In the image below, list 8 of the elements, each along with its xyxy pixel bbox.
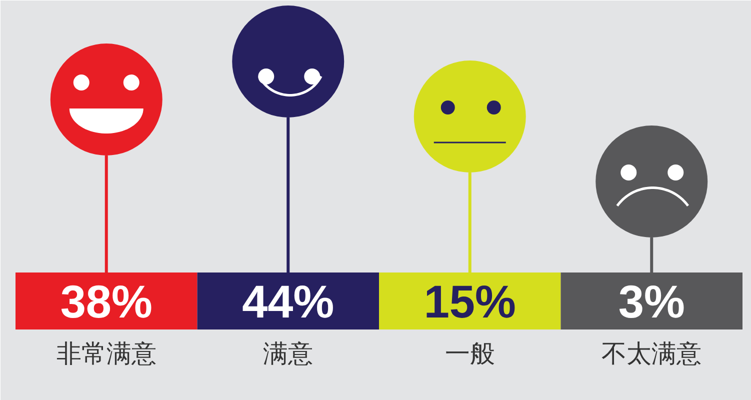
data-label: 44% [242,276,334,328]
data-label: 3% [618,276,685,328]
data-label: 15% [424,276,516,328]
category-label: 一般 [444,339,495,368]
data-label: 38% [60,276,152,328]
category-label: 满意 [263,339,314,368]
category-label: 不太满意 [602,339,702,368]
category-label: 非常满意 [56,339,156,368]
